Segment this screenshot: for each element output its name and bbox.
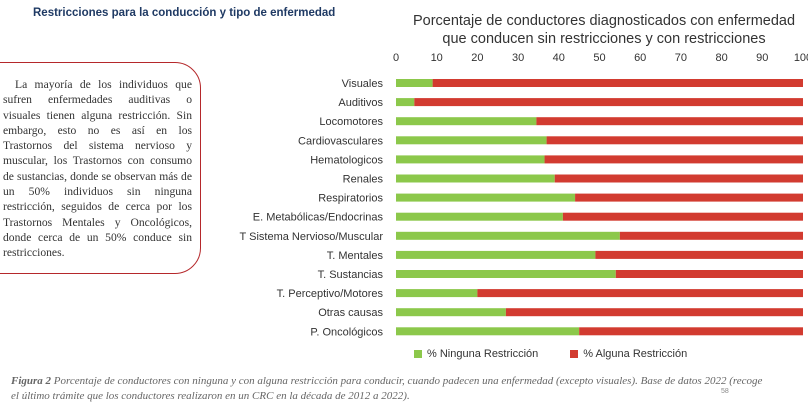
bar-none-restriction bbox=[396, 212, 563, 221]
category-label: Locomotores bbox=[319, 116, 383, 128]
x-tick-label: 0 bbox=[393, 52, 399, 64]
category-label: E. Metabólicas/Endocrinas bbox=[253, 212, 384, 224]
bar-none-restriction bbox=[396, 231, 620, 240]
bar-none-restriction bbox=[396, 79, 433, 87]
category-label: P. Oncológicos bbox=[310, 326, 383, 338]
legend-swatch-some bbox=[570, 350, 579, 358]
category-label: Respiratorios bbox=[318, 193, 383, 205]
header-title: Restricciones para la conducción y tipo … bbox=[33, 7, 336, 19]
legend-item-none: % Ninguna Restricción bbox=[414, 348, 538, 360]
chart-title-line-2: que conducen sin restricciones y con res… bbox=[442, 31, 766, 47]
bar-some-restriction bbox=[575, 193, 803, 202]
x-tick-label: 30 bbox=[512, 52, 524, 64]
note-text: La mayoría de los individuos que sufren … bbox=[3, 78, 192, 260]
x-tick-label: 100 bbox=[794, 52, 808, 64]
category-label: Visuales bbox=[342, 78, 384, 90]
legend-label-some: % Alguna Restricción bbox=[583, 348, 688, 360]
chart-legend: % Ninguna Restricción % Alguna Restricci… bbox=[414, 348, 719, 360]
chart-title-line-1: Porcentaje de conductores diagnosticados… bbox=[412, 13, 796, 29]
legend-label-none: % Ninguna Restricción bbox=[427, 348, 539, 360]
bar-some-restriction bbox=[536, 117, 803, 126]
bar-some-restriction bbox=[505, 308, 803, 317]
bar-some-restriction bbox=[477, 289, 803, 298]
bar-some-restriction bbox=[619, 231, 803, 240]
bar-some-restriction bbox=[432, 79, 803, 87]
category-label: T. Sustancias bbox=[318, 269, 384, 281]
figure-caption: Figura 2 Porcentaje de conductores con n… bbox=[11, 374, 771, 404]
caption-figure-label: Figura 2 bbox=[11, 375, 52, 387]
x-tick-label: 10 bbox=[431, 52, 443, 64]
category-label: T. Perceptivo/Motores bbox=[277, 288, 384, 300]
bar-none-restriction bbox=[396, 308, 506, 317]
bar-some-restriction bbox=[615, 270, 803, 278]
bar-none-restriction bbox=[396, 250, 596, 259]
x-tick-label: 80 bbox=[715, 52, 727, 64]
x-tick-label: 40 bbox=[553, 52, 565, 64]
bar-some-restriction bbox=[554, 174, 803, 183]
bar-none-restriction bbox=[396, 155, 545, 164]
bar-some-restriction bbox=[579, 327, 803, 336]
caption-text: Porcentaje de conductores con ninguna y … bbox=[11, 375, 763, 402]
bar-none-restriction bbox=[396, 136, 547, 145]
bar-none-restriction bbox=[396, 193, 576, 202]
bar-some-restriction bbox=[562, 212, 803, 221]
category-label: T. Mentales bbox=[327, 250, 384, 262]
legend-swatch-none bbox=[414, 350, 422, 358]
bar-none-restriction bbox=[396, 98, 415, 107]
category-label: Hematologicos bbox=[310, 154, 383, 166]
category-label: Auditivos bbox=[338, 97, 383, 109]
bar-none-restriction bbox=[396, 327, 580, 336]
bar-some-restriction bbox=[546, 136, 803, 145]
bar-none-restriction bbox=[396, 117, 537, 126]
legend-item-some: % Alguna Restricción bbox=[570, 348, 687, 360]
bar-some-restriction bbox=[544, 155, 803, 164]
bar-none-restriction bbox=[396, 174, 555, 183]
page-number: 58 bbox=[721, 388, 729, 395]
note-box: La mayoría de los individuos que sufren … bbox=[0, 62, 201, 274]
bar-none-restriction bbox=[396, 289, 478, 298]
x-tick-label: 60 bbox=[634, 52, 646, 64]
x-tick-label: 20 bbox=[471, 52, 483, 64]
bar-some-restriction bbox=[414, 98, 803, 107]
x-tick-label: 70 bbox=[675, 52, 687, 64]
bar-none-restriction bbox=[396, 270, 616, 278]
category-label: Renales bbox=[343, 174, 384, 186]
category-label: Otras causas bbox=[318, 307, 383, 319]
category-label: T Sistema Nervioso/Muscular bbox=[240, 231, 384, 243]
x-tick-label: 50 bbox=[593, 52, 605, 64]
chart-title: Porcentaje de conductores diagnosticados… bbox=[400, 12, 808, 48]
bar-some-restriction bbox=[595, 250, 803, 259]
x-tick-label: 90 bbox=[756, 52, 768, 64]
category-label: Cardiovasculares bbox=[298, 135, 383, 147]
